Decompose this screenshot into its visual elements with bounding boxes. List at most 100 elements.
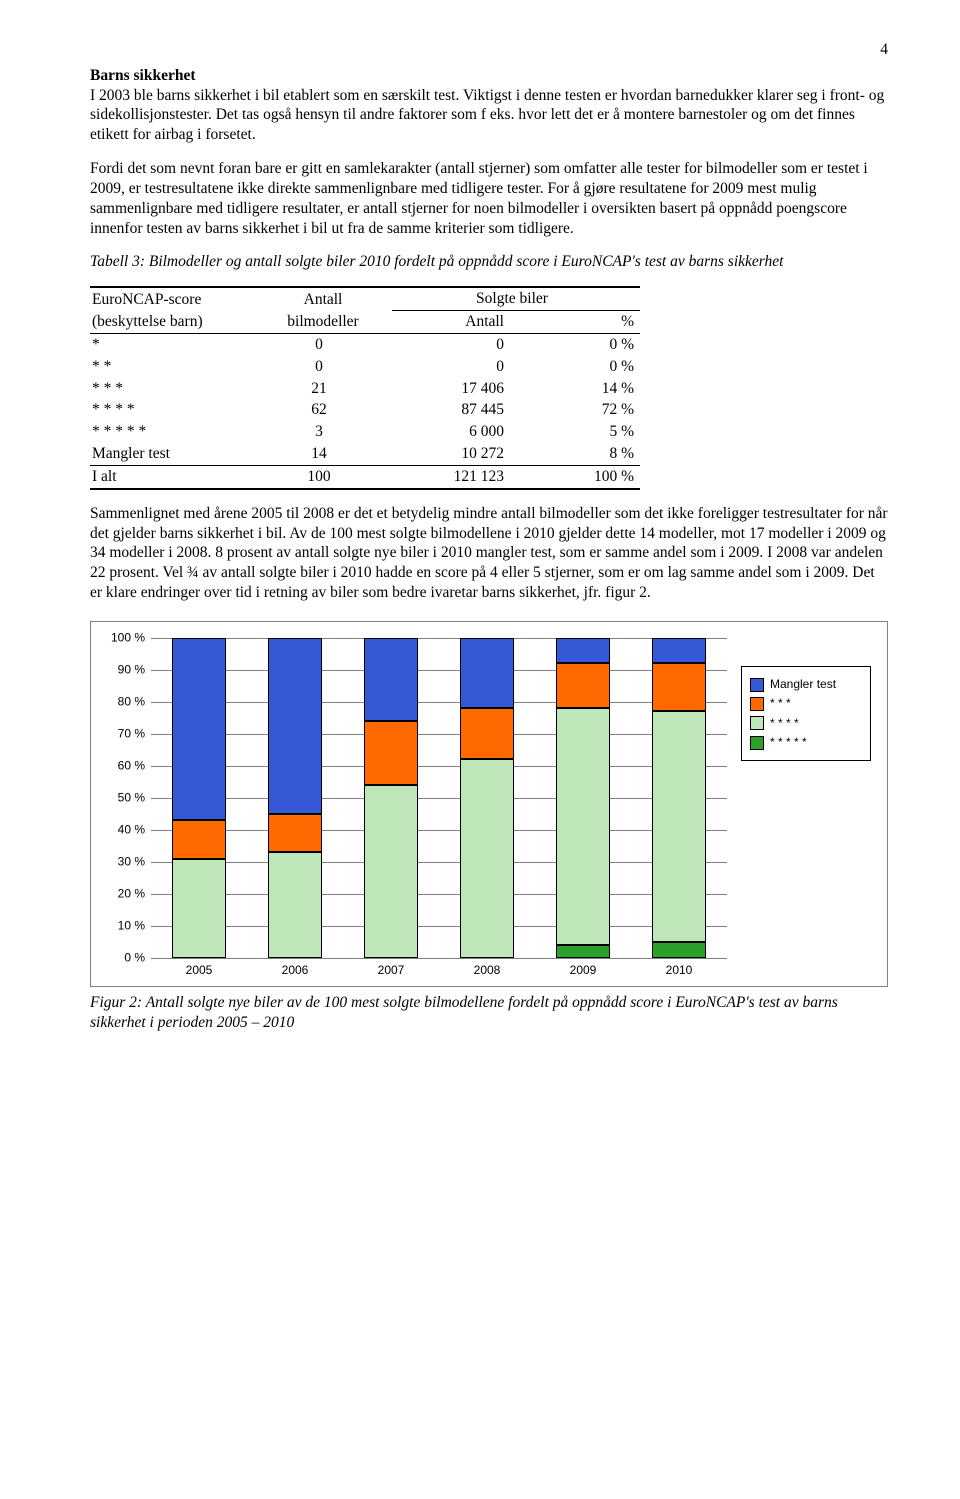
bar-segment-missing <box>364 638 418 721</box>
td-count: 10 272 <box>392 443 522 465</box>
legend-swatch <box>750 697 764 711</box>
td-models: 62 <box>262 399 392 421</box>
table-row: Mangler test1410 2728 % <box>90 443 640 465</box>
x-tick-label: 2006 <box>268 963 322 978</box>
legend-label: Mangler test <box>770 677 836 692</box>
td-pct: 0 % <box>522 356 640 378</box>
y-tick-label: 40 % <box>105 822 145 837</box>
bar-2006 <box>268 638 322 958</box>
legend-item: * * * <box>750 696 862 711</box>
legend-swatch <box>750 736 764 750</box>
td-count: 17 406 <box>392 378 522 400</box>
paragraph: Sammenlignet med årene 2005 til 2008 er … <box>90 504 888 603</box>
bar-segment-four <box>460 759 514 957</box>
bar-segment-three <box>460 708 514 759</box>
td-count: 0 <box>392 333 522 355</box>
y-tick-label: 60 % <box>105 758 145 773</box>
td-models: 3 <box>262 421 392 443</box>
legend-item: * * * * * <box>750 735 862 750</box>
paragraph: Fordi det som nevnt foran bare er gitt e… <box>90 159 888 238</box>
legend-swatch <box>750 716 764 730</box>
bar-segment-five <box>556 945 610 958</box>
table-row: * *000 % <box>90 356 640 378</box>
th-models-sub: bilmodeller <box>262 311 392 334</box>
td-count: 6 000 <box>392 421 522 443</box>
bar-segment-three <box>652 663 706 711</box>
y-tick-label: 30 % <box>105 854 145 869</box>
td-models: 21 <box>262 378 392 400</box>
th-score: EuroNCAP-score <box>90 287 262 310</box>
th-models: Antall <box>262 287 392 310</box>
legend-item: Mangler test <box>750 677 862 692</box>
td-total-models: 100 <box>262 465 392 488</box>
chart-plot: 0 %10 %20 %30 %40 %50 %60 %70 %80 %90 %1… <box>151 638 727 959</box>
x-tick-label: 2010 <box>652 963 706 978</box>
legend-label: * * * <box>770 696 791 711</box>
td-label: * * <box>90 356 262 378</box>
x-tick-label: 2005 <box>172 963 226 978</box>
th-sold-count: Antall <box>392 311 522 334</box>
bar-2005 <box>172 638 226 958</box>
figure-caption: Figur 2: Antall solgte nye biler av de 1… <box>90 993 888 1033</box>
y-tick-label: 90 % <box>105 662 145 677</box>
y-tick-label: 100 % <box>105 630 145 645</box>
y-tick-label: 10 % <box>105 918 145 933</box>
td-pct: 14 % <box>522 378 640 400</box>
table-row: * * * * *36 0005 % <box>90 421 640 443</box>
bar-segment-three <box>268 814 322 852</box>
td-total-pct: 100 % <box>522 465 640 488</box>
td-label: * <box>90 333 262 355</box>
bars-container <box>151 638 727 958</box>
legend-label: * * * * <box>770 716 799 731</box>
bar-segment-missing <box>172 638 226 820</box>
td-total-count: 121 123 <box>392 465 522 488</box>
y-tick-label: 0 % <box>105 950 145 965</box>
bar-segment-four <box>268 852 322 958</box>
table-caption: Tabell 3: Bilmodeller og antall solgte b… <box>90 252 888 272</box>
bar-segment-three <box>364 721 418 785</box>
y-tick-label: 20 % <box>105 886 145 901</box>
bar-segment-four <box>556 708 610 945</box>
data-table: EuroNCAP-score Antall Solgte biler (besk… <box>90 286 640 489</box>
table-row: * * * *6287 44572 % <box>90 399 640 421</box>
chart-legend: Mangler test * * * * * * * * * * * * <box>741 666 871 761</box>
td-count: 0 <box>392 356 522 378</box>
bar-segment-missing <box>460 638 514 708</box>
y-tick-label: 50 % <box>105 790 145 805</box>
bar-segment-three <box>172 820 226 858</box>
td-pct: 0 % <box>522 333 640 355</box>
chart-container: 0 %10 %20 %30 %40 %50 %60 %70 %80 %90 %1… <box>90 621 888 987</box>
td-total-label: I alt <box>90 465 262 488</box>
x-tick-label: 2007 <box>364 963 418 978</box>
legend-label: * * * * * <box>770 735 807 750</box>
td-label: * * * * <box>90 399 262 421</box>
bar-segment-missing <box>268 638 322 814</box>
bar-segment-three <box>556 663 610 708</box>
bar-segment-four <box>172 859 226 958</box>
bar-2009 <box>556 638 610 958</box>
td-pct: 72 % <box>522 399 640 421</box>
table-row: * * *2117 40614 % <box>90 378 640 400</box>
bar-segment-five <box>652 942 706 958</box>
bar-segment-missing <box>652 638 706 664</box>
table-row: *000 % <box>90 333 640 355</box>
td-pct: 5 % <box>522 421 640 443</box>
th-sold: Solgte biler <box>392 287 640 310</box>
td-label: * * * <box>90 378 262 400</box>
legend-item: * * * * <box>750 716 862 731</box>
td-models: 14 <box>262 443 392 465</box>
bar-2007 <box>364 638 418 958</box>
td-pct: 8 % <box>522 443 640 465</box>
td-models: 0 <box>262 356 392 378</box>
chart-xaxis: 200520062007200820092010 <box>151 963 727 978</box>
td-models: 0 <box>262 333 392 355</box>
bar-2010 <box>652 638 706 958</box>
th-sold-pct: % <box>522 311 640 334</box>
legend-swatch <box>750 678 764 692</box>
bar-segment-missing <box>556 638 610 664</box>
paragraph: I 2003 ble barns sikkerhet i bil etabler… <box>90 86 888 145</box>
section-title: Barns sikkerhet <box>90 66 888 86</box>
th-score-sub: (beskyttelse barn) <box>90 311 262 334</box>
td-label: Mangler test <box>90 443 262 465</box>
bar-2008 <box>460 638 514 958</box>
